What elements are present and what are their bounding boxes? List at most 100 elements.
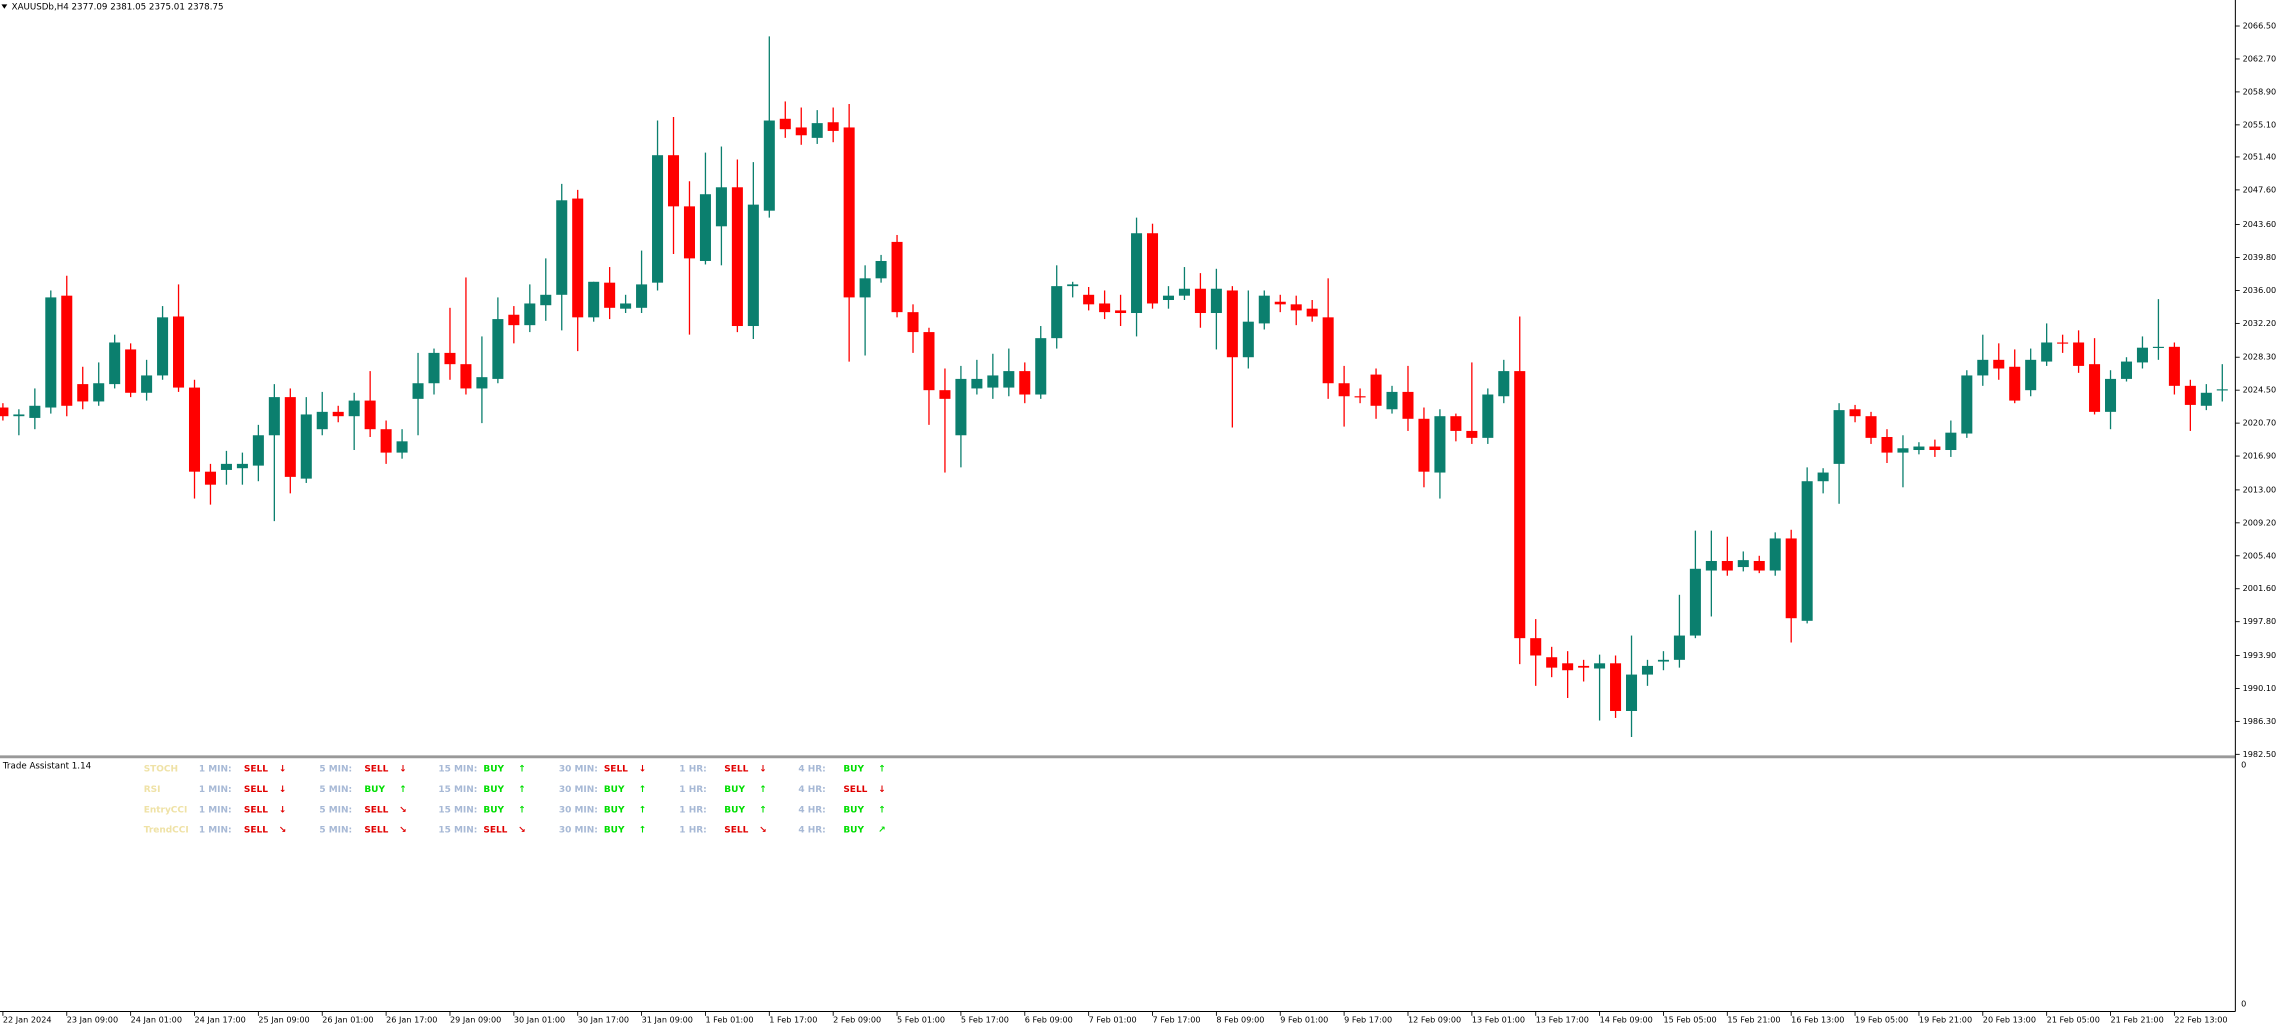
candle-body [2041, 342, 2053, 362]
x-tick-label: 26 Jan 17:00 [386, 1015, 437, 1025]
candle-body [1530, 638, 1542, 656]
x-tick-label: 15 Feb 21:00 [1727, 1015, 1780, 1025]
candle-body [2105, 378, 2117, 412]
candle-body [1162, 295, 1174, 301]
candle-body [396, 441, 408, 453]
timeframe-label: 1 MIN: [199, 826, 232, 836]
indicator-name: RSI [144, 785, 161, 795]
indicator-name: EntryCCI [144, 805, 188, 815]
candle-body [1641, 665, 1654, 675]
signal: BUY [604, 805, 625, 815]
y-tick-label: 2013.00 [2243, 484, 2276, 494]
timeframe-label: 30 MIN: [559, 805, 598, 815]
candle-body [2168, 346, 2180, 386]
signal: SELL [483, 826, 507, 836]
signal: BUY [843, 805, 864, 815]
candle-body [1562, 663, 1574, 671]
candle-body [1801, 481, 1813, 621]
signal: BUY [843, 765, 864, 775]
candle-body [1146, 233, 1159, 304]
candle-body [923, 332, 935, 391]
candle-body [667, 155, 680, 207]
candle-body [93, 383, 105, 402]
signal: BUY [483, 805, 504, 815]
candle-body [1226, 290, 1238, 358]
y-tick-label: 2009.20 [2243, 517, 2276, 527]
candle-body [1769, 538, 1781, 571]
candle-body [1498, 371, 1510, 397]
candle-body [220, 463, 232, 470]
candle-body [13, 414, 25, 417]
candle-body [1306, 308, 1318, 317]
candle-body [1657, 659, 1669, 662]
signal-arrow: ↓ [279, 805, 287, 815]
candle-body [2152, 346, 2164, 348]
y-tick-label: 2005.40 [2243, 550, 2276, 560]
candle-body [1354, 396, 1366, 398]
x-tick-label: 29 Jan 09:00 [450, 1015, 501, 1025]
candle-body [364, 400, 376, 430]
x-tick-label: 7 Feb 17:00 [1153, 1015, 1201, 1025]
y-tick-label: 1982.50 [2243, 749, 2276, 759]
candle-body [316, 411, 328, 430]
candle-body [731, 187, 743, 327]
x-tick-label: 12 Feb 09:00 [1408, 1015, 1461, 1025]
signal: BUY [724, 805, 745, 815]
signal-arrow: ↓ [279, 765, 287, 775]
x-tick-label: 30 Jan 01:00 [514, 1015, 565, 1025]
indicator-axis-label: 0 [2241, 999, 2246, 1009]
signal-arrow: ↓ [759, 765, 767, 775]
x-tick-label: 21 Feb 21:00 [2111, 1015, 2164, 1025]
x-tick-label: 24 Jan 17:00 [195, 1015, 246, 1025]
candle-body [284, 397, 296, 477]
candle-body [763, 120, 775, 211]
x-tick-label: 26 Jan 01:00 [322, 1015, 373, 1025]
signal: SELL [364, 805, 388, 815]
signal-arrow: ↑ [878, 805, 886, 815]
candle-body [859, 278, 871, 298]
y-tick-label: 2043.60 [2243, 219, 2276, 229]
signal-arrow: ↗ [878, 826, 886, 836]
candle-body [971, 378, 983, 389]
candle-body [1961, 375, 1973, 434]
candle-body [1610, 663, 1622, 711]
timeframe-label: 30 MIN: [559, 765, 598, 775]
y-tick-label: 2055.10 [2243, 119, 2276, 129]
candle-body [268, 397, 280, 436]
menu-arrow[interactable] [1, 4, 8, 9]
signal: SELL [244, 826, 268, 836]
x-tick-label: 1 Feb 17:00 [769, 1015, 817, 1025]
candle-body [1067, 284, 1079, 287]
candle-body [1594, 663, 1606, 669]
signal: BUY [483, 765, 504, 775]
x-tick-label: 22 Jan 2024 [3, 1015, 52, 1025]
signal: SELL [244, 785, 268, 795]
candle-body [939, 390, 951, 399]
x-tick-label: 30 Jan 17:00 [578, 1015, 629, 1025]
y-tick-label: 2020.70 [2243, 418, 2276, 428]
y-tick-label: 2039.80 [2243, 252, 2276, 262]
x-tick-label: 6 Feb 09:00 [1025, 1015, 1073, 1025]
candle-body [1370, 374, 1382, 406]
signal-arrow: ↑ [518, 785, 526, 795]
symbol-title: XAUUSDb,H4 2377.09 2381.05 2375.01 2378.… [12, 3, 224, 13]
candle-body [1115, 310, 1127, 314]
candle-body [540, 294, 552, 306]
candle-body [173, 316, 185, 388]
candle-body [556, 200, 568, 295]
x-tick-label: 24 Jan 01:00 [131, 1015, 182, 1025]
candle-body [380, 429, 392, 453]
candle-body [1753, 560, 1765, 571]
x-tick-label: 15 Feb 05:00 [1663, 1015, 1716, 1025]
candle-body [604, 282, 616, 308]
indicator-name: STOCH [144, 765, 178, 775]
candle-body [572, 198, 584, 318]
y-tick-label: 2024.50 [2243, 385, 2276, 395]
candle-body [460, 364, 472, 389]
y-tick-label: 2062.70 [2243, 53, 2276, 63]
candle-body [2009, 366, 2021, 401]
timeframe-label: 4 HR: [798, 765, 825, 775]
candle-body [1833, 410, 1845, 464]
candle-body [444, 352, 456, 365]
